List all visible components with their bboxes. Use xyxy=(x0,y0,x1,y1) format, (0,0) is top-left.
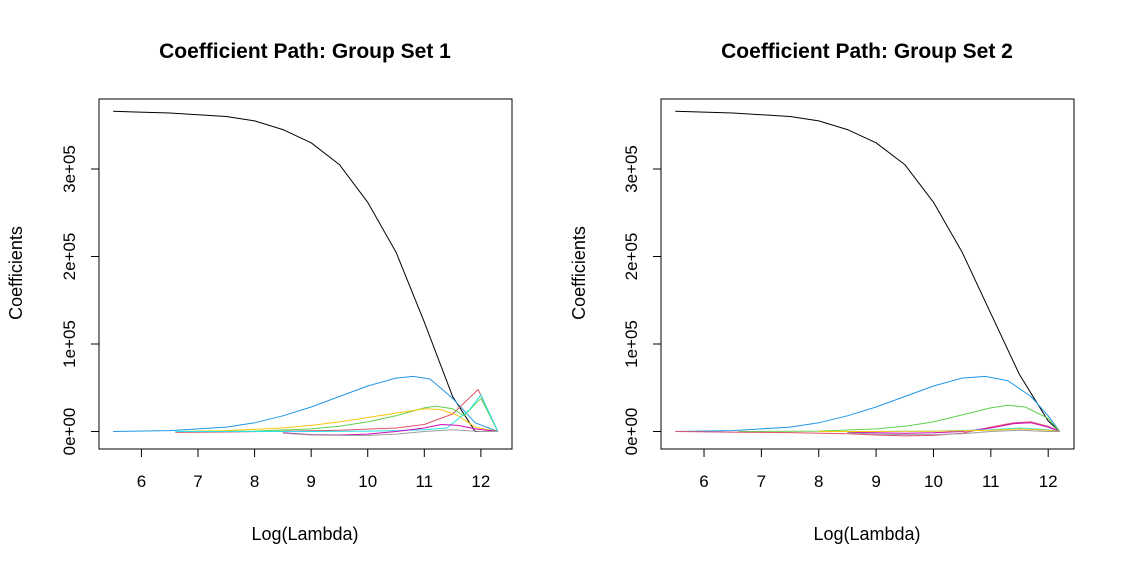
coefficient-path-line-4 xyxy=(675,421,1060,437)
coefficient-path-line-7 xyxy=(282,424,498,436)
x-tick-label: 9 xyxy=(306,472,315,491)
chart-title: Coefficient Path: Group Set 2 xyxy=(721,40,1013,63)
chart-title: Coefficient Path: Group Set 1 xyxy=(159,40,451,63)
coefficient-path-line-5 xyxy=(175,408,498,432)
coefficient-path-line-6 xyxy=(175,394,499,432)
y-tick-label: 2e+05 xyxy=(622,233,641,281)
y-axis-label: Coefficients xyxy=(6,226,26,320)
plot-frame xyxy=(660,98,1075,450)
y-axis-label: Coefficients xyxy=(569,226,589,320)
coefficient-path-line-4 xyxy=(175,397,499,432)
x-tick-label: 10 xyxy=(924,472,943,491)
y-tick-label: 2e+05 xyxy=(60,233,79,281)
coefficient-path-line-3 xyxy=(738,404,1061,432)
x-tick-label: 6 xyxy=(699,472,708,491)
coefficient-path-line-2 xyxy=(675,375,1061,432)
y-tick-label: 3e+05 xyxy=(622,145,641,193)
y-tick-label: 1e+05 xyxy=(622,320,641,368)
coefficient-path-line-2 xyxy=(113,375,499,432)
y-tick-label: 0e+00 xyxy=(60,408,79,456)
x-tick-label: 11 xyxy=(982,472,1000,491)
x-tick-label: 6 xyxy=(137,472,146,491)
x-tick-label: 7 xyxy=(757,472,766,491)
coefficient-path-line-1 xyxy=(113,110,498,432)
x-tick-label: 8 xyxy=(814,472,823,491)
coefficient-path-plot-group-set-1: Coefficient Path: Group Set 1 Log(Lambda… xyxy=(6,40,513,544)
coefficient-path-line-8 xyxy=(282,429,498,436)
coefficient-path-line-8 xyxy=(847,429,1060,436)
y-tick-label: 3e+05 xyxy=(60,145,79,193)
x-tick-label: 8 xyxy=(250,472,259,491)
x-tick-label: 9 xyxy=(871,472,880,491)
x-axis-label: Log(Lambda) xyxy=(251,524,358,544)
x-tick-label: 12 xyxy=(471,472,490,491)
y-tick-label: 0e+00 xyxy=(622,408,641,456)
x-tick-label: 10 xyxy=(358,472,377,491)
x-tick-label: 7 xyxy=(193,472,202,491)
coefficient-path-line-7 xyxy=(818,428,1060,432)
x-tick-label: 11 xyxy=(415,472,433,491)
x-axis-label: Log(Lambda) xyxy=(813,524,920,544)
x-tick-label: 12 xyxy=(1039,472,1058,491)
coefficient-path-line-1 xyxy=(675,110,1061,432)
y-tick-label: 1e+05 xyxy=(60,320,79,368)
coefficient-path-plot-group-set-2: Coefficient Path: Group Set 2 Log(Lambda… xyxy=(569,40,1075,544)
